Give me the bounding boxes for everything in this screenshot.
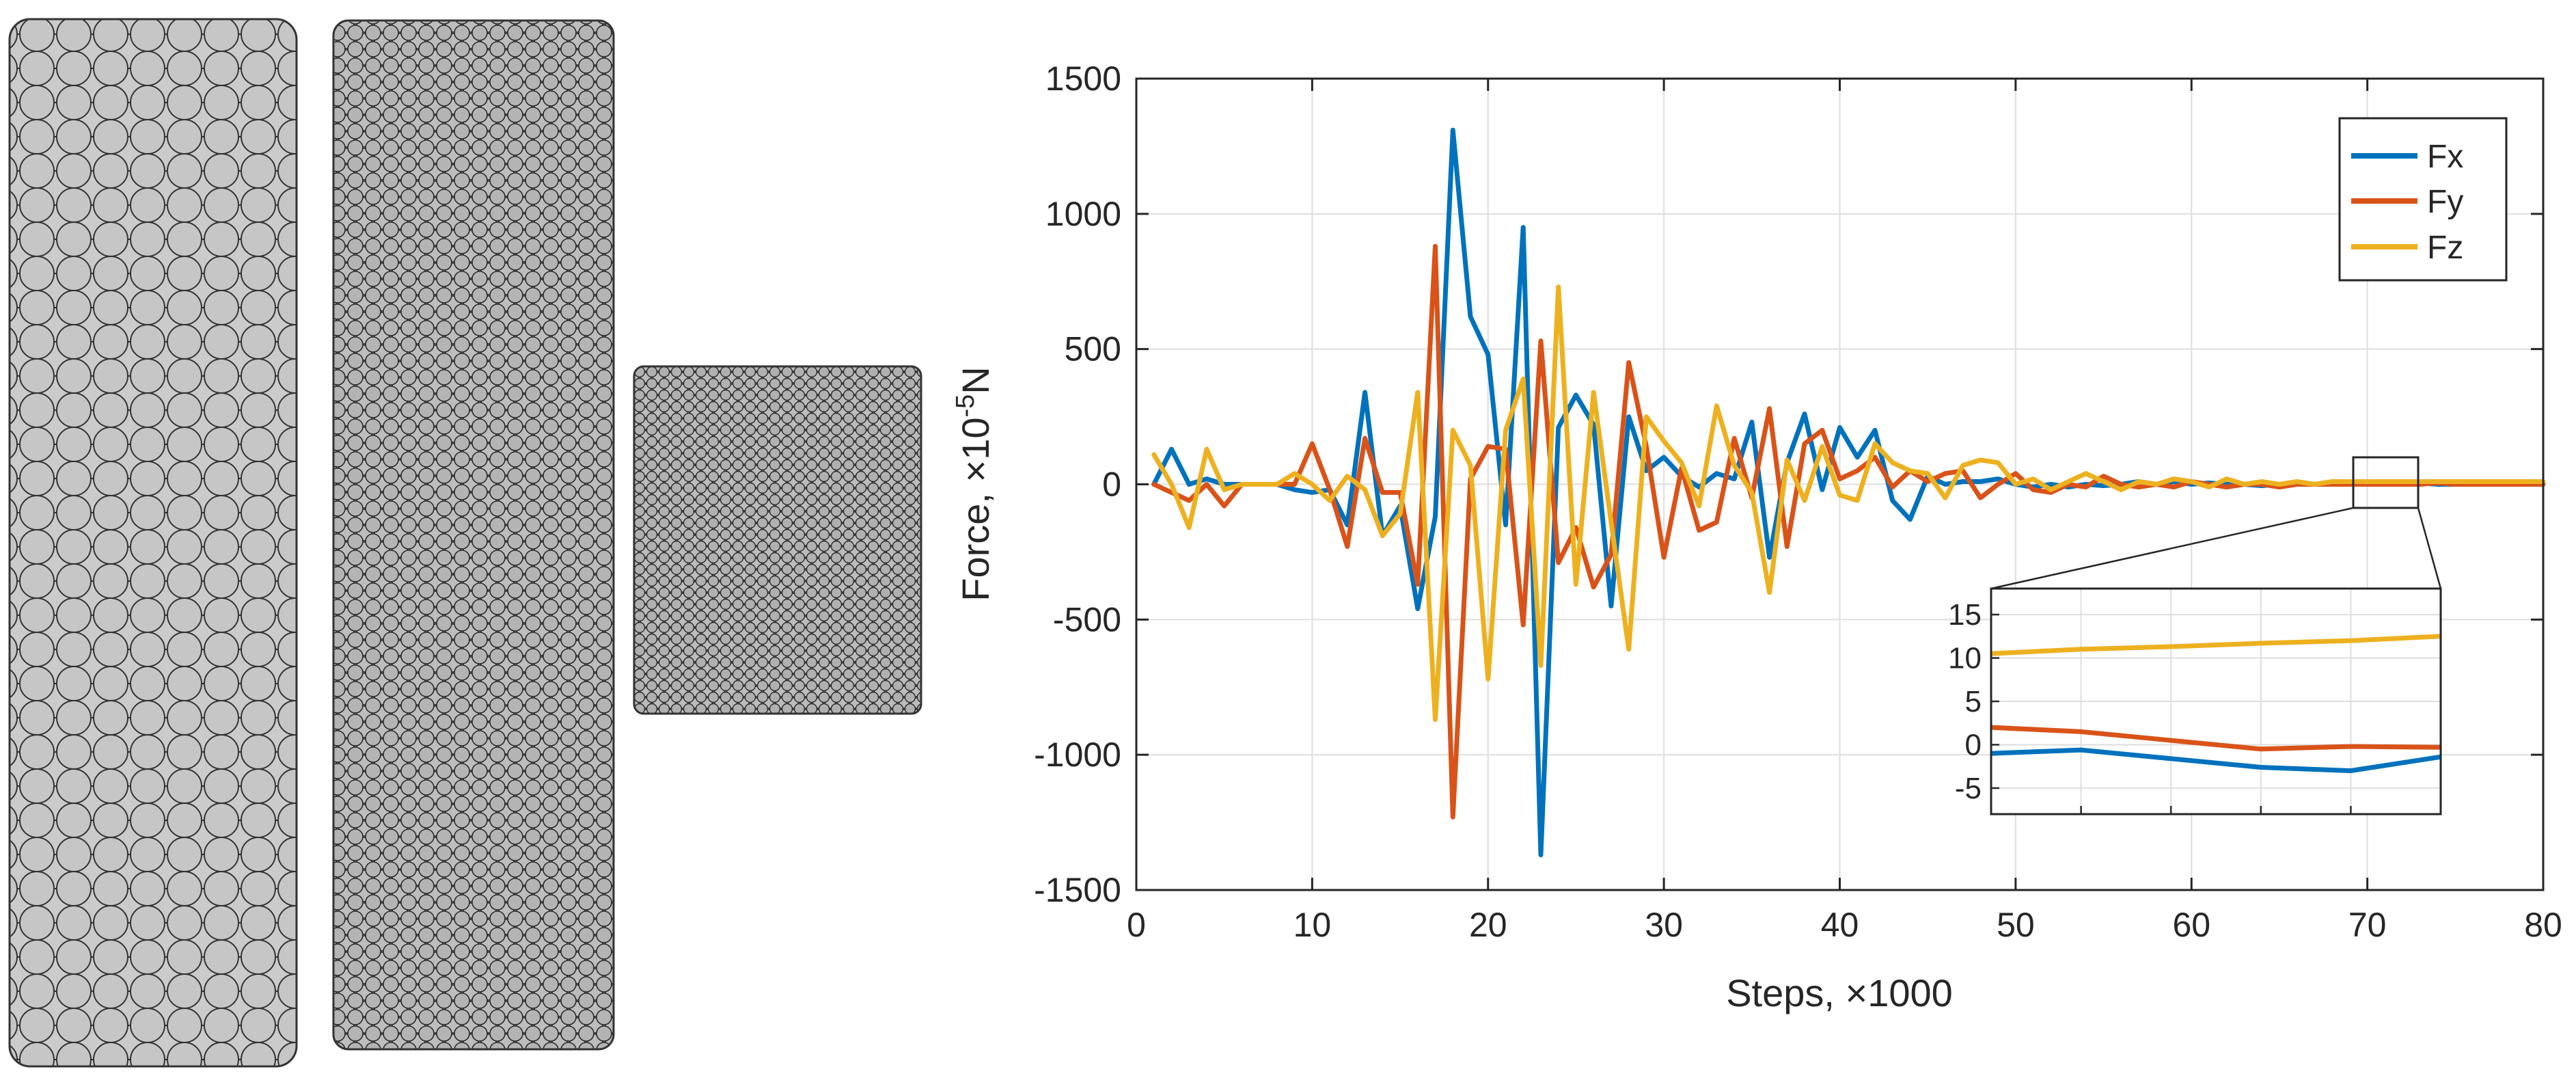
y-axis-label-main: Force, ×10	[954, 417, 997, 601]
series-line-fz	[1151, 284, 2546, 723]
x-tick-label: 10	[1293, 906, 1332, 944]
inset-series-line-fz	[1990, 634, 2441, 656]
inset-series-line-fy	[1990, 725, 2441, 752]
legend-label-fx: Fx	[2427, 139, 2463, 175]
main-chart: 0 10 20 30 40 50 60 70 80 150010005000-500-1000-…	[951, 59, 2562, 1014]
x-tick-label: 60	[2172, 906, 2210, 944]
inset-y-tick-label: 10	[1948, 642, 1982, 675]
inset-y-tick-labels: 15 10 5 0 -5	[1948, 598, 1982, 805]
x-tick-label: 80	[2524, 906, 2562, 944]
zoom-region-box	[2352, 456, 2420, 509]
particle-cube-fine	[633, 365, 922, 715]
inset-y-tick-label: -5	[1955, 772, 1982, 805]
inset-y-tick-label: 0	[1965, 728, 1982, 762]
y-tick-label: 0	[1102, 466, 1121, 504]
x-axis-label: Steps, ×1000	[1726, 971, 1953, 1014]
main-series	[1151, 127, 2546, 858]
inset-y-tick-label: 5	[1965, 685, 1982, 718]
y-tick-label: 1000	[1045, 195, 1121, 233]
legend-label-fy: Fy	[2427, 184, 2463, 220]
zoom-connector-left	[1990, 507, 2354, 590]
inset-series	[1990, 634, 2441, 773]
y-tick-label: -500	[1053, 600, 1121, 638]
x-tick-label: 20	[1469, 906, 1507, 944]
y-tick-label: -1000	[1034, 736, 1121, 774]
y-axis-label-exponent: -5	[951, 394, 980, 418]
x-tick-label: 40	[1821, 906, 1859, 944]
inset-series-line-fx	[1990, 747, 2441, 773]
y-tick-label: -1500	[1034, 871, 1121, 909]
x-tick-labels: 0 10 20 30 40 50 60 70 80	[1127, 906, 2562, 944]
particle-column-fine	[332, 19, 615, 1051]
y-tick-label: 500	[1065, 330, 1121, 368]
legend-label-fz: Fz	[2427, 230, 2463, 266]
x-tick-label: 70	[2348, 906, 2387, 944]
y-tick-labels: 1500 1000 500 0 -500 -1000 -1500	[1034, 59, 1121, 909]
inset-y-tick-label: 15	[1948, 598, 1982, 632]
inset-chart: 15 10 5 0 -5	[1948, 587, 2442, 816]
inset-frame	[1990, 587, 2442, 816]
y-tick-label: 1500	[1045, 59, 1121, 98]
y-axis-label-unit: N	[954, 366, 997, 394]
x-tick-label: 0	[1127, 906, 1146, 944]
x-tick-label: 50	[1997, 906, 2035, 944]
x-tick-label: 30	[1645, 906, 1683, 944]
particle-column-coarse	[8, 18, 298, 1068]
y-axis-label: Force, ×10-5N	[951, 366, 997, 602]
zoom-connector-right	[2417, 507, 2442, 589]
legend: Fx Fy Fz	[2338, 117, 2508, 282]
plot-frame	[1135, 77, 2545, 891]
